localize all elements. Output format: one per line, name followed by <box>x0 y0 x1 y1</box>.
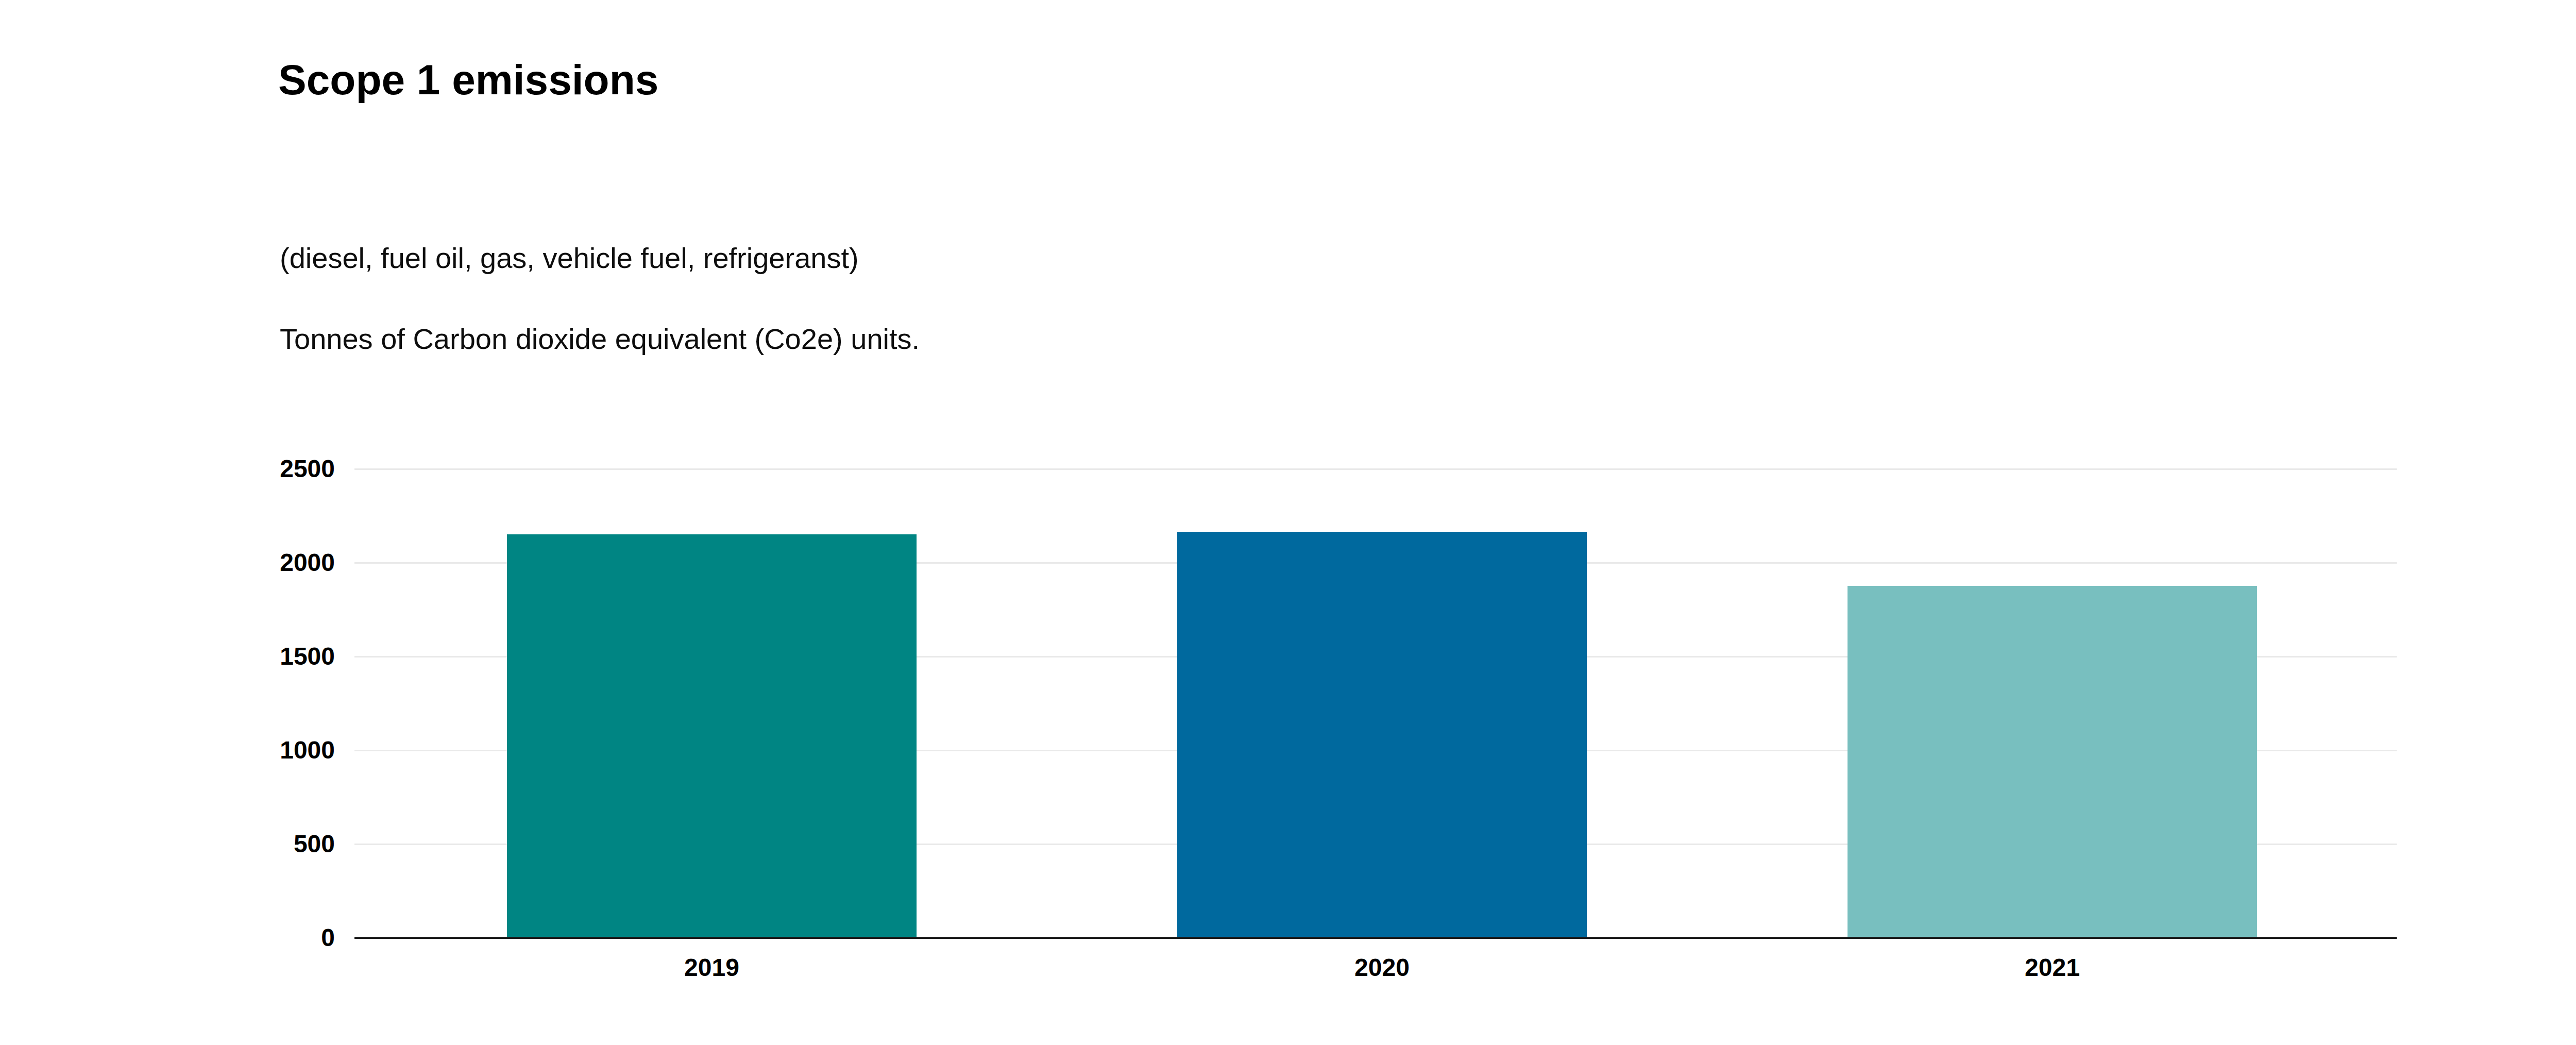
y-axis-tick-label-500: 500 <box>180 830 335 858</box>
x-axis-tick-label-2021: 2021 <box>1848 953 2257 982</box>
chart-subtitle-units: Tonnes of Carbon dioxide equivalent (Co2… <box>280 322 920 356</box>
x-axis-tick-label-2020: 2020 <box>1177 953 1587 982</box>
bar-2021[interactable] <box>1848 586 2257 938</box>
x-axis-line <box>354 937 2397 939</box>
y-axis-tick-label-1500: 1500 <box>180 642 335 671</box>
chart-title: Scope 1 emissions <box>278 56 658 104</box>
x-axis-tick-label-2019: 2019 <box>507 953 917 982</box>
chart-canvas: Scope 1 emissions (diesel, fuel oil, gas… <box>0 0 2576 1045</box>
y-axis-tick-label-2500: 2500 <box>180 454 335 483</box>
gridline-2500 <box>354 468 2397 470</box>
plot-area <box>354 469 2397 938</box>
y-axis-tick-label-1000: 1000 <box>180 736 335 765</box>
y-axis-tick-label-0: 0 <box>180 923 335 952</box>
bar-2020[interactable] <box>1177 532 1587 938</box>
chart-subtitle-fuel-sources: (diesel, fuel oil, gas, vehicle fuel, re… <box>280 241 859 275</box>
y-axis-tick-label-2000: 2000 <box>180 548 335 577</box>
bar-2019[interactable] <box>507 534 917 938</box>
